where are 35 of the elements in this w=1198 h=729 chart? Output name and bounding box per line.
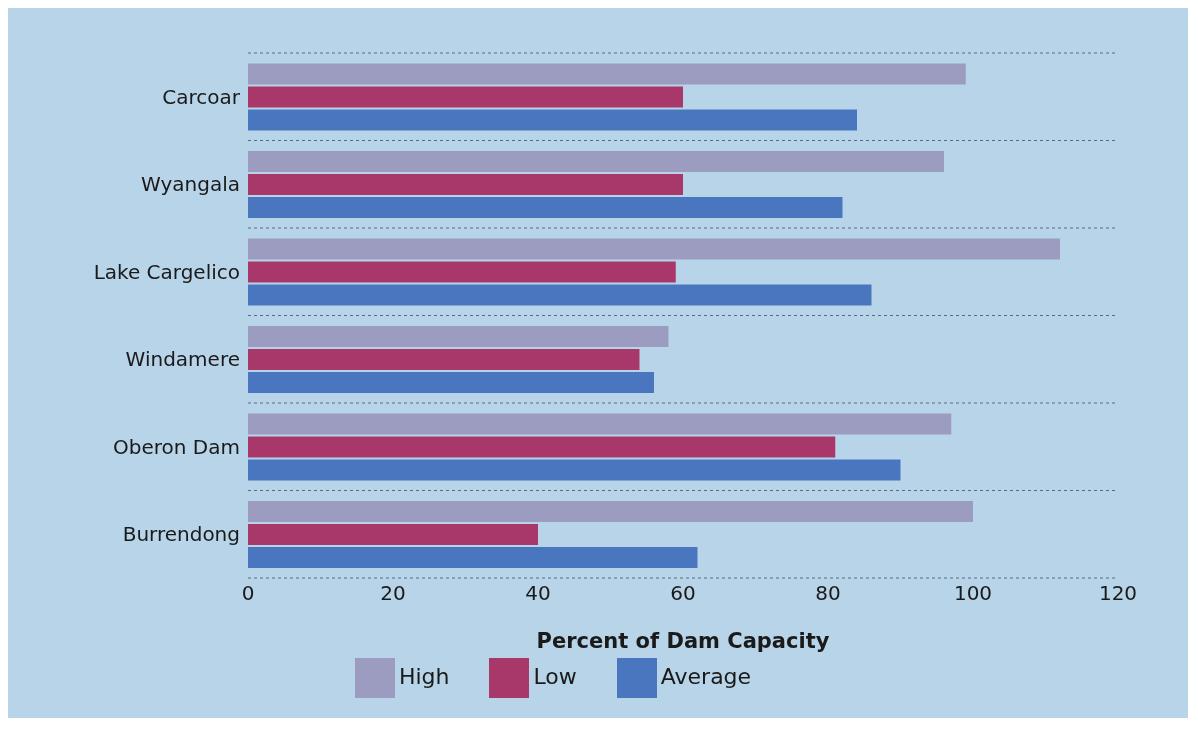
x-tick-label: 40 [525,581,551,606]
legend-label: High [398,664,450,689]
y-tick-label: Oberon Dam [113,434,240,459]
x-tick-label: 120 [1098,581,1138,606]
bar [248,413,952,435]
bar [248,284,872,306]
x-tick-label: 20 [380,581,406,606]
legend-label: Low [533,664,577,689]
bar [248,349,640,370]
y-tick-label: Lake Cargelico [93,259,240,284]
bar [248,197,843,218]
x-tick-label: 80 [815,581,841,606]
x-tick-label: 60 [670,581,696,606]
y-tick-label: Windamere [125,347,240,372]
y-tick-label: Burrendong [122,522,240,547]
bar [248,151,944,172]
x-tick-label: 0 [241,581,255,606]
legend-label: Average [660,664,752,689]
bar [248,524,538,545]
x-axis-title: Percent of Dam Capacity [536,629,830,653]
bar [248,174,683,195]
y-tick-label: Carcoar [162,84,241,109]
bar [248,372,654,393]
y-tick-label: Wyangala [141,172,240,197]
bar [248,63,966,85]
bar [248,109,857,131]
bar [248,86,683,108]
bar [248,501,973,522]
x-tick-label: 100 [953,581,993,606]
bar [248,459,901,481]
bar [248,326,669,347]
bar [248,547,698,568]
bar [248,238,1060,260]
bar [248,261,676,283]
bar [248,436,836,458]
